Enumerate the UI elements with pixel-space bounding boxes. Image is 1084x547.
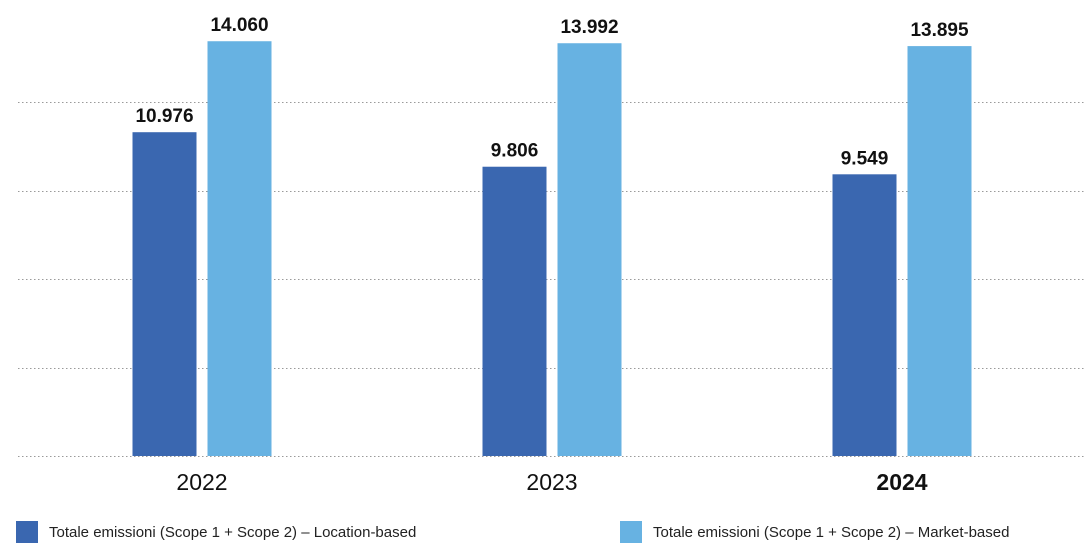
data-label-location-based-2024: 9.549 bbox=[841, 148, 889, 169]
legend-label-location-based: Totale emissioni (Scope 1 + Scope 2) – L… bbox=[49, 523, 417, 541]
data-label-location-based-2023: 9.806 bbox=[491, 141, 539, 162]
bar-market-based-2022 bbox=[207, 41, 272, 456]
bar-location-based-2024 bbox=[832, 174, 897, 456]
x-tick-label-2022: 2022 bbox=[176, 469, 227, 495]
legend-label-market-based: Totale emissioni (Scope 1 + Scope 2) – M… bbox=[653, 523, 1010, 541]
gridlines bbox=[18, 102, 1084, 457]
x-tick-label-2023: 2023 bbox=[526, 469, 577, 495]
data-label-market-based-2022: 14.060 bbox=[210, 15, 268, 36]
data-label-market-based-2023: 13.992 bbox=[560, 17, 618, 38]
x-tick-label-2024: 2024 bbox=[876, 469, 927, 495]
bars bbox=[132, 41, 972, 457]
bar-location-based-2023 bbox=[482, 166, 547, 456]
legend-item-location-based: Totale emissioni (Scope 1 + Scope 2) – L… bbox=[16, 521, 416, 543]
bar-market-based-2023 bbox=[557, 43, 622, 457]
legend-swatch-market-based bbox=[620, 521, 642, 543]
data-labels: 10.976 14.060 9.806 13.992 9.549 13.895 bbox=[135, 15, 969, 169]
legend-swatch-location-based bbox=[16, 521, 38, 543]
data-label-market-based-2024: 13.895 bbox=[910, 20, 969, 41]
bar-market-based-2024 bbox=[907, 46, 972, 456]
x-axis-tick-labels: 2022 2023 2024 bbox=[176, 469, 927, 495]
legend-item-market-based: Totale emissioni (Scope 1 + Scope 2) – M… bbox=[620, 521, 1009, 543]
data-label-location-based-2022: 10.976 bbox=[135, 106, 193, 127]
bar-location-based-2022 bbox=[132, 132, 197, 456]
